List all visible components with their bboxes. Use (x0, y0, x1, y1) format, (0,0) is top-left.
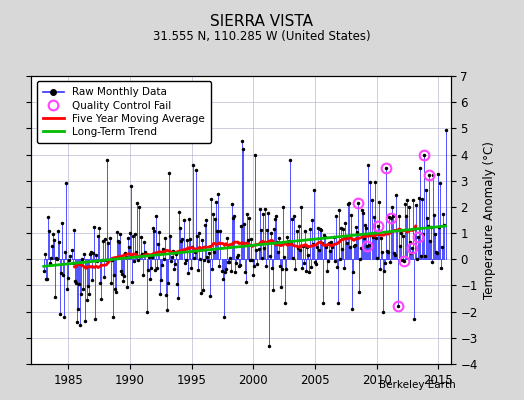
Text: 31.555 N, 110.285 W (United States): 31.555 N, 110.285 W (United States) (153, 30, 371, 43)
Legend: Raw Monthly Data, Quality Control Fail, Five Year Moving Average, Long-Term Tren: Raw Monthly Data, Quality Control Fail, … (37, 81, 211, 143)
Y-axis label: Temperature Anomaly (°C): Temperature Anomaly (°C) (483, 141, 496, 299)
Text: SIERRA VISTA: SIERRA VISTA (211, 14, 313, 29)
Text: Berkeley Earth: Berkeley Earth (379, 380, 456, 390)
